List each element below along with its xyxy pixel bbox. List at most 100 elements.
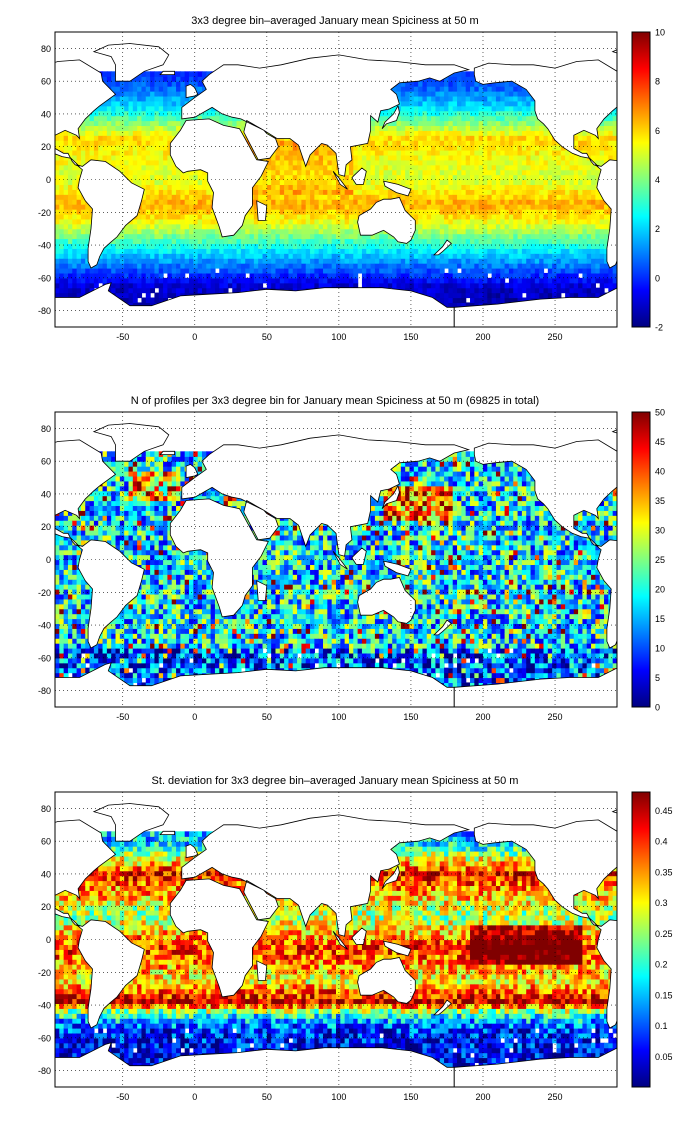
- heatmap-cell: [379, 263, 384, 269]
- heatmap-cell: [500, 199, 505, 205]
- heatmap-cell: [228, 160, 233, 166]
- heatmap-cell: [163, 111, 168, 117]
- heatmap-cell: [55, 96, 60, 102]
- heatmap-cell: [111, 116, 116, 122]
- heatmap-cell: [193, 214, 198, 220]
- heatmap-cell: [323, 248, 328, 254]
- heatmap-cell: [228, 140, 233, 146]
- heatmap-cell: [409, 106, 414, 112]
- heatmap-cell: [288, 160, 293, 166]
- heatmap-cell: [288, 86, 293, 92]
- heatmap-cell: [405, 125, 410, 131]
- heatmap-cell: [146, 175, 151, 181]
- heatmap-cell: [479, 248, 484, 254]
- heatmap-cell: [68, 273, 73, 279]
- heatmap-cell: [245, 302, 250, 308]
- heatmap-cell: [55, 288, 60, 294]
- heatmap-cell: [141, 180, 146, 186]
- heatmap-cell: [198, 253, 203, 259]
- heatmap-cell: [483, 209, 488, 215]
- heatmap-cell: [245, 91, 250, 97]
- heatmap-cell: [150, 278, 155, 284]
- heatmap-cell: [232, 219, 237, 225]
- heatmap-cell: [444, 288, 449, 294]
- heatmap-cell: [150, 298, 155, 304]
- heatmap-cell: [150, 194, 155, 200]
- heatmap-cell: [176, 101, 181, 107]
- heatmap-cell: [483, 229, 488, 235]
- heatmap-cell: [167, 145, 172, 151]
- heatmap-cell: [487, 288, 492, 294]
- heatmap-cell: [332, 258, 337, 264]
- heatmap-cell: [59, 298, 64, 304]
- heatmap-cell: [284, 121, 289, 127]
- heatmap-cell: [297, 248, 302, 254]
- heatmap-cell: [349, 214, 354, 220]
- heatmap-cell: [288, 101, 293, 107]
- heatmap-cell: [241, 184, 246, 190]
- heatmap-cell: [492, 224, 497, 230]
- heatmap-cell: [124, 268, 129, 274]
- heatmap-cell: [288, 96, 293, 102]
- heatmap-cell: [444, 293, 449, 299]
- heatmap-cell: [340, 243, 345, 249]
- heatmap-cell: [388, 170, 393, 176]
- heatmap-cell: [293, 180, 298, 186]
- heatmap-cell: [72, 116, 77, 122]
- heatmap-cell: [336, 130, 341, 136]
- heatmap-cell: [154, 253, 159, 259]
- heatmap-cell: [492, 298, 497, 304]
- heatmap-cell: [431, 91, 436, 97]
- heatmap-cell: [288, 135, 293, 141]
- heatmap-cell: [474, 160, 479, 166]
- heatmap-cell: [284, 101, 289, 107]
- heatmap-cell: [297, 234, 302, 240]
- heatmap-cell: [457, 140, 462, 146]
- heatmap-cell: [137, 140, 142, 146]
- heatmap-cell: [198, 273, 203, 279]
- heatmap-cell: [185, 125, 190, 131]
- heatmap-cell: [284, 130, 289, 136]
- heatmap-cell: [124, 204, 129, 210]
- heatmap-cell: [120, 165, 125, 171]
- heatmap-cell: [120, 71, 125, 77]
- heatmap-cell: [271, 106, 276, 112]
- heatmap-cell: [466, 150, 471, 156]
- heatmap-cell: [202, 135, 207, 141]
- heatmap-cell: [293, 135, 298, 141]
- heatmap-cell: [500, 273, 505, 279]
- heatmap-cell: [284, 91, 289, 97]
- heatmap-cell: [55, 219, 60, 225]
- heatmap-cell: [176, 155, 181, 161]
- heatmap-cell: [81, 101, 86, 107]
- heatmap-cell: [258, 91, 263, 97]
- heatmap-cell: [392, 243, 397, 249]
- heatmap-cell: [254, 204, 259, 210]
- heatmap-cell: [141, 283, 146, 289]
- heatmap-cell: [189, 121, 194, 127]
- heatmap-cell: [193, 263, 198, 269]
- heatmap-cell: [297, 165, 302, 171]
- heatmap-cell: [431, 96, 436, 102]
- heatmap-cell: [180, 239, 185, 245]
- heatmap-cell: [384, 91, 389, 97]
- heatmap-cell: [267, 71, 272, 77]
- heatmap-cell: [98, 239, 103, 245]
- heatmap-cell: [470, 111, 475, 117]
- heatmap-cell: [232, 106, 237, 112]
- heatmap-cell: [198, 293, 203, 299]
- heatmap-cell: [64, 288, 69, 294]
- heatmap-cell: [470, 116, 475, 122]
- heatmap-cell: [154, 298, 159, 304]
- heatmap-cell: [81, 125, 86, 131]
- heatmap-cell: [180, 273, 185, 279]
- heatmap-cell: [215, 204, 220, 210]
- heatmap-cell: [288, 253, 293, 259]
- heatmap-cell: [198, 135, 203, 141]
- heatmap-cell: [297, 160, 302, 166]
- heatmap-cell: [150, 140, 155, 146]
- heatmap-cell: [496, 145, 501, 151]
- heatmap-cell: [146, 116, 151, 122]
- heatmap-cell: [349, 106, 354, 112]
- heatmap-cell: [258, 76, 263, 82]
